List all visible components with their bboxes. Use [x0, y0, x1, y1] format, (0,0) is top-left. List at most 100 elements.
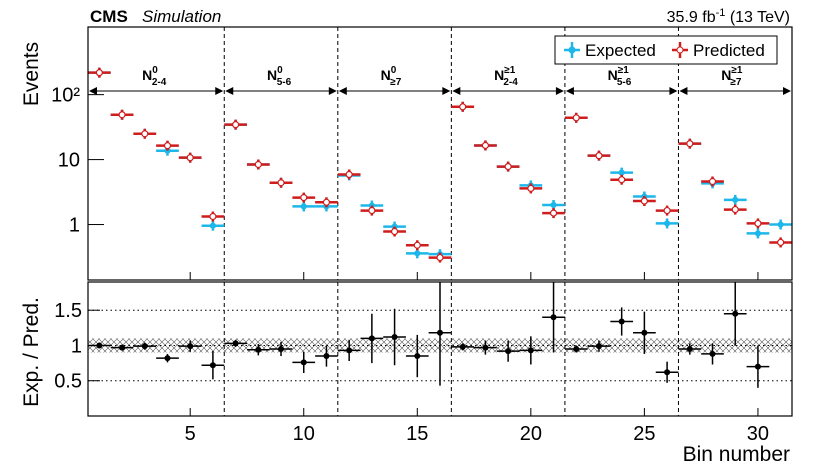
ratio-point: [527, 347, 534, 354]
region-name: N: [494, 67, 504, 83]
y-tick-label: 10²: [51, 85, 80, 107]
predicted-point: [95, 69, 103, 77]
arrow-head: [565, 87, 574, 95]
predicted-point: [459, 103, 467, 111]
ratio-point: [573, 346, 580, 352]
ratio-point: [732, 310, 739, 317]
region-name: N: [721, 67, 731, 83]
region-sup: 0: [152, 65, 158, 76]
expected-point: [550, 201, 557, 209]
expected-point: [209, 222, 217, 229]
ratio-point: [96, 342, 103, 349]
arrow-head: [442, 87, 451, 95]
plot-frame: [87, 26, 793, 281]
ratio-point: [278, 346, 285, 352]
legend-box: [554, 35, 778, 65]
arrow-head: [225, 87, 234, 95]
region-name: N: [142, 67, 152, 83]
predicted-point: [686, 140, 694, 148]
predicted-point: [186, 154, 194, 162]
region-sub: 5-6: [277, 77, 292, 88]
region-label: N≥1 5-6: [608, 65, 632, 88]
ratio-point: [346, 347, 353, 354]
ratio-point: [141, 343, 148, 350]
ratio-axis-label: Exp. / Pred.: [20, 297, 43, 407]
expected-point: [663, 220, 671, 227]
legend-label: Expected: [585, 41, 656, 60]
arrow-head: [89, 87, 97, 95]
predicted-point: [640, 197, 648, 205]
predicted-point: [118, 111, 126, 119]
region-label: N0 5-6: [267, 65, 292, 88]
predicted-point: [232, 121, 240, 129]
ratio-y-tick-label: 1.5: [54, 300, 82, 322]
region-sup: 0: [391, 65, 397, 76]
arrow-head: [215, 87, 224, 95]
ratio-point: [414, 353, 421, 360]
region-sup: ≥1: [731, 65, 742, 76]
ratio-point: [300, 359, 307, 366]
expected-point: [732, 196, 739, 203]
region-name: N: [267, 67, 277, 83]
legend-label: Predicted: [693, 41, 765, 60]
legend-dot: [568, 46, 576, 54]
predicted-point: [300, 193, 308, 202]
ratio-point: [232, 340, 239, 347]
ratio-point: [164, 355, 171, 362]
ratio-y-tick-label: 0.5: [54, 371, 82, 393]
predicted-point: [277, 179, 285, 187]
ratio-point: [709, 350, 716, 357]
region-label: N≥1 ≥7: [721, 65, 743, 88]
ratio-point: [618, 318, 625, 325]
predicted-point: [572, 114, 580, 122]
x-tick-label: 15: [406, 423, 428, 445]
x-axis-label: Bin number: [683, 443, 790, 466]
predicted-point: [481, 141, 490, 150]
predicted-point: [413, 241, 421, 249]
region-sub: ≥7: [390, 77, 401, 88]
expected-point: [300, 203, 307, 210]
expected-point: [618, 169, 625, 176]
ratio-point: [595, 343, 602, 350]
ratio-point: [391, 334, 398, 341]
region-label: N0 2-4: [142, 65, 167, 88]
ratio-point: [505, 348, 512, 355]
region-sub: 2-4: [503, 77, 518, 88]
predicted-point: [436, 253, 444, 262]
predicted-point: [731, 205, 739, 214]
predicted-point: [754, 219, 762, 228]
arrow-head: [452, 87, 461, 95]
predicted-point: [390, 227, 399, 236]
region-sup: ≥1: [504, 65, 515, 76]
predicted-point: [368, 206, 376, 215]
ratio-point: [550, 314, 557, 321]
x-tick-label: 10: [293, 423, 315, 445]
ratio-point: [754, 363, 761, 370]
x-tick-label: 30: [747, 423, 769, 445]
arrow-head: [555, 87, 564, 95]
subtitle: Simulation: [142, 7, 221, 26]
predicted-point: [254, 160, 262, 169]
predicted-point: [549, 209, 558, 217]
region-sup: ≥1: [618, 65, 629, 76]
ratio-point: [187, 343, 194, 350]
x-tick-label: 20: [520, 423, 542, 445]
region-name: N: [381, 67, 391, 83]
region-sub: 2-4: [152, 77, 167, 88]
ratio-point: [119, 344, 126, 351]
region-label: N0 ≥7: [381, 65, 402, 88]
predicted-point: [595, 152, 603, 160]
arrow-head: [328, 87, 337, 95]
ratio-frame: [87, 281, 793, 417]
y-tick-label: 1: [69, 215, 80, 237]
predicted-point: [777, 238, 785, 247]
lumi-sup: -1: [716, 7, 726, 19]
region-name: N: [608, 67, 618, 83]
ratio-point: [686, 346, 693, 352]
region-sub: 5-6: [617, 77, 632, 88]
ratio-point: [641, 329, 648, 336]
ratio-point: [368, 335, 375, 342]
predicted-point: [708, 177, 717, 186]
region-label: N≥1 2-4: [494, 65, 518, 88]
